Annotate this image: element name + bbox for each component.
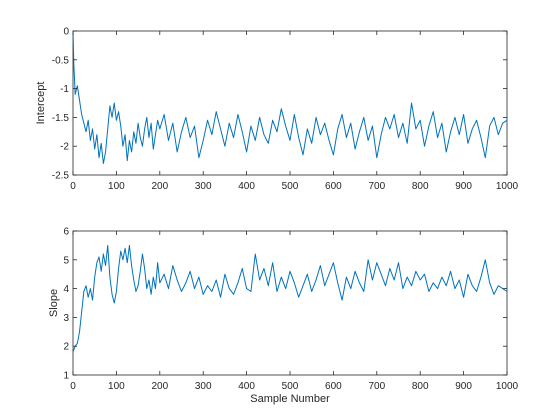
- slope-ytick-label: 4: [63, 284, 69, 295]
- intercept-plot-box: [72, 30, 508, 176]
- slope-xtick-label: 600: [325, 381, 342, 392]
- slope-ytick-label: 1: [63, 371, 69, 382]
- intercept-ticks: 0 100 200 300 400 500 600 700 800 900 1000 -2.5 -2 -1…: [52, 27, 519, 193]
- slope-xtick-label: 900: [455, 381, 472, 392]
- slope-xtick-label: 100: [108, 381, 125, 392]
- intercept-xtick-label: 600: [325, 181, 342, 192]
- intercept-ylabel: Intercept: [35, 82, 47, 125]
- slope-xtick-label: 700: [368, 381, 385, 392]
- slope-ticks: 0 100 200 300 400 500 600 700 800 900 1000 1 2 3 4 5 6: [63, 227, 518, 393]
- slope-xtick-label: 500: [282, 381, 299, 392]
- slope-xtick-label: 1000: [496, 381, 519, 392]
- intercept-series-line: [72, 30, 508, 164]
- slope-xtick-label: 400: [238, 381, 255, 392]
- slope-xlabel: Sample Number: [250, 393, 330, 405]
- intercept-ytick-label: -2.5: [52, 171, 70, 182]
- intercept-ytick-label: -1: [60, 84, 69, 95]
- intercept-xtick-label: 500: [282, 181, 299, 192]
- intercept-ytick-label: -2: [60, 142, 69, 153]
- slope-ylabel: Slope: [48, 289, 60, 317]
- slope-axes: 0 100 200 300 400 500 600 700 800 900 1000 1 2 3 4 5 6 S…: [48, 227, 519, 406]
- intercept-xtick-label: 800: [412, 181, 429, 192]
- slope-ytick-label: 2: [63, 342, 69, 353]
- intercept-xtick-label: 900: [455, 181, 472, 192]
- intercept-xtick-label: 200: [151, 181, 168, 192]
- intercept-ytick-label: -1.5: [52, 113, 70, 124]
- intercept-xtick-label: 1000: [496, 181, 519, 192]
- intercept-xtick-label: 0: [70, 181, 76, 192]
- intercept-ytick-label: 0: [63, 27, 69, 38]
- slope-ytick-label: 5: [63, 255, 69, 266]
- slope-plot-box: [72, 230, 508, 376]
- intercept-axes: 0 100 200 300 400 500 600 700 800 900 1000 -2.5 -2 -1…: [35, 27, 519, 193]
- intercept-xtick-label: 700: [368, 181, 385, 192]
- intercept-xtick-label: 400: [238, 181, 255, 192]
- intercept-xtick-label: 300: [195, 181, 212, 192]
- slope-xtick-label: 800: [412, 381, 429, 392]
- intercept-ytick-label: -0.5: [52, 55, 70, 66]
- intercept-xtick-label: 100: [108, 181, 125, 192]
- slope-xtick-label: 200: [151, 381, 168, 392]
- slope-ytick-label: 3: [63, 313, 69, 324]
- slope-ytick-label: 6: [63, 227, 69, 238]
- slope-series-line: [72, 244, 508, 353]
- slope-xtick-label: 300: [195, 381, 212, 392]
- slope-xtick-label: 0: [70, 381, 76, 392]
